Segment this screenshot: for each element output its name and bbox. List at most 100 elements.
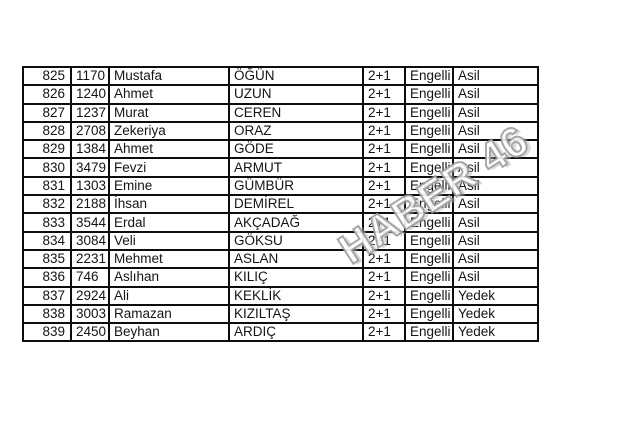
table-row: 833 3544 Erdal AKÇADAĞ 2+1 Engelli Asil [22, 212, 539, 233]
cell-registration-no: 2188 [70, 194, 110, 215]
table-row: 828 2708 Zekeriya ORAZ 2+1 Engelli Asil [22, 120, 539, 142]
cell-status: Asil [452, 157, 539, 178]
cell-unit-type: 2+1 [362, 175, 406, 197]
cell-row-no: 828 [22, 120, 72, 142]
cell-first-name: Erdal [108, 212, 230, 233]
cell-last-name: ASLAN [228, 248, 364, 270]
cell-row-no: 836 [22, 267, 72, 288]
cell-registration-no: 2924 [70, 285, 110, 306]
cell-row-no: 827 [22, 102, 72, 123]
cell-category: Engelli [404, 194, 454, 215]
cell-status: Asil [452, 248, 539, 270]
cell-status: Yedek [452, 322, 539, 343]
cell-first-name: Veli [108, 230, 230, 251]
roster-table-body: 825 1170 Mustafa ÖĞÜN 2+1 Engelli Asil 826 1240 A… [22, 65, 539, 343]
cell-status: Asil [452, 84, 539, 105]
cell-last-name: CEREN [228, 102, 364, 123]
cell-status: Asil [452, 102, 539, 123]
cell-row-no: 838 [22, 303, 72, 325]
table-row: 837 2924 Ali KEKLİK 2+1 Engelli Yedek [22, 285, 539, 306]
cell-unit-type: 2+1 [362, 139, 406, 160]
table-row: 830 3479 Fevzi ARMUT 2+1 Engelli Asil [22, 157, 539, 178]
cell-category: Engelli [404, 303, 454, 325]
table-row: 827 1237 Murat CEREN 2+1 Engelli Asil [22, 102, 539, 123]
cell-last-name: DEMİREL [228, 194, 364, 215]
cell-first-name: Fevzi [108, 157, 230, 178]
cell-status: Asil [452, 267, 539, 288]
cell-first-name: Zekeriya [108, 120, 230, 142]
cell-registration-no: 1384 [70, 139, 110, 160]
cell-last-name: GÖKSU [228, 230, 364, 251]
cell-status: Asil [452, 175, 539, 197]
cell-unit-type: 2+1 [362, 230, 406, 251]
cell-last-name: ÖĞÜN [228, 65, 364, 87]
cell-registration-no: 3479 [70, 157, 110, 178]
cell-first-name: Murat [108, 102, 230, 123]
cell-unit-type: 2+1 [362, 157, 406, 178]
cell-unit-type: 2+1 [362, 267, 406, 288]
cell-unit-type: 2+1 [362, 212, 406, 233]
cell-category: Engelli [404, 157, 454, 178]
cell-row-no: 825 [22, 65, 72, 87]
cell-registration-no: 3003 [70, 303, 110, 325]
cell-category: Engelli [404, 139, 454, 160]
cell-unit-type: 2+1 [362, 65, 406, 87]
cell-unit-type: 2+1 [362, 102, 406, 123]
cell-category: Engelli [404, 212, 454, 233]
cell-first-name: Mehmet [108, 248, 230, 270]
cell-unit-type: 2+1 [362, 194, 406, 215]
cell-category: Engelli [404, 322, 454, 343]
cell-first-name: Ali [108, 285, 230, 306]
cell-row-no: 826 [22, 84, 72, 105]
cell-unit-type: 2+1 [362, 248, 406, 270]
table-row: 829 1384 Ahmet GÖDE 2+1 Engelli Asil [22, 139, 539, 160]
cell-category: Engelli [404, 267, 454, 288]
cell-registration-no: 1237 [70, 102, 110, 123]
cell-last-name: KEKLİK [228, 285, 364, 306]
cell-registration-no: 1240 [70, 84, 110, 105]
cell-row-no: 835 [22, 248, 72, 270]
cell-first-name: Mustafa [108, 65, 230, 87]
cell-row-no: 830 [22, 157, 72, 178]
cell-unit-type: 2+1 [362, 322, 406, 343]
cell-category: Engelli [404, 285, 454, 306]
table-row: 836 746 Aslıhan KILIÇ 2+1 Engelli Asil [22, 267, 539, 288]
cell-last-name: ARDIÇ [228, 322, 364, 343]
cell-first-name: Ramazan [108, 303, 230, 325]
cell-category: Engelli [404, 175, 454, 197]
table-row: 831 1303 Emine GÜMBÜR 2+1 Engelli Asil [22, 175, 539, 197]
cell-first-name: İhsan [108, 194, 230, 215]
cell-first-name: Aslıhan [108, 267, 230, 288]
cell-first-name: Emine [108, 175, 230, 197]
cell-unit-type: 2+1 [362, 84, 406, 105]
cell-status: Asil [452, 194, 539, 215]
roster-table: 825 1170 Mustafa ÖĞÜN 2+1 Engelli Asil 826 1240 A… [22, 65, 539, 343]
cell-row-no: 831 [22, 175, 72, 197]
cell-row-no: 839 [22, 322, 72, 343]
table-row: 835 2231 Mehmet ASLAN 2+1 Engelli Asil [22, 248, 539, 270]
cell-last-name: ORAZ [228, 120, 364, 142]
cell-unit-type: 2+1 [362, 120, 406, 142]
cell-row-no: 832 [22, 194, 72, 215]
cell-status: Asil [452, 230, 539, 251]
table-row: 839 2450 Beyhan ARDIÇ 2+1 Engelli Yedek [22, 322, 539, 343]
table-row: 826 1240 Ahmet UZUN 2+1 Engelli Asil [22, 84, 539, 105]
cell-registration-no: 1303 [70, 175, 110, 197]
cell-category: Engelli [404, 248, 454, 270]
cell-last-name: ARMUT [228, 157, 364, 178]
cell-status: Asil [452, 65, 539, 87]
cell-registration-no: 2708 [70, 120, 110, 142]
cell-last-name: GÜMBÜR [228, 175, 364, 197]
cell-registration-no: 746 [70, 267, 110, 288]
cell-status: Asil [452, 212, 539, 233]
cell-last-name: AKÇADAĞ [228, 212, 364, 233]
cell-last-name: KIZILTAŞ [228, 303, 364, 325]
cell-status: Asil [452, 139, 539, 160]
cell-row-no: 829 [22, 139, 72, 160]
table-row: 832 2188 İhsan DEMİREL 2+1 Engelli Asil [22, 194, 539, 215]
cell-last-name: GÖDE [228, 139, 364, 160]
cell-status: Yedek [452, 285, 539, 306]
cell-last-name: UZUN [228, 84, 364, 105]
cell-first-name: Ahmet [108, 139, 230, 160]
cell-registration-no: 2231 [70, 248, 110, 270]
